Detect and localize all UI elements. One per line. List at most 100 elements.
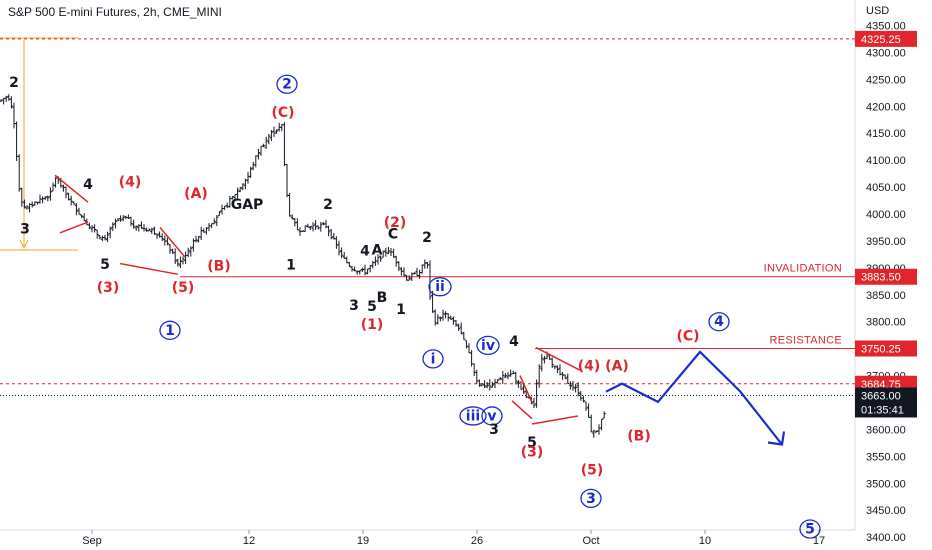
price-bar bbox=[561, 371, 565, 380]
price-bar bbox=[542, 355, 546, 364]
price-bar bbox=[207, 223, 211, 232]
price-bar bbox=[51, 182, 55, 192]
price-bar bbox=[423, 259, 427, 269]
price-bar bbox=[308, 225, 312, 231]
price-bar bbox=[503, 372, 507, 379]
time-tick: 12 bbox=[243, 535, 255, 547]
wave-label: ii bbox=[435, 279, 445, 295]
price-bar bbox=[256, 148, 260, 160]
price-bar bbox=[72, 201, 76, 205]
wave-label: (3) bbox=[97, 280, 120, 296]
price-bar bbox=[464, 340, 468, 349]
price-bar bbox=[189, 246, 193, 257]
price-axis[interactable]: 4350.00 4300.00 4250.00 4200.00 4150.00 4100.… bbox=[866, 21, 906, 550]
triangle-line bbox=[511, 400, 533, 420]
price-bar bbox=[488, 379, 492, 391]
time-axis[interactable]: Sep 12 19 26 Oct 10 17 bbox=[82, 530, 825, 547]
price-bar bbox=[366, 268, 370, 275]
projection-arrowhead bbox=[767, 431, 786, 446]
price-bar bbox=[74, 202, 78, 216]
price-bar bbox=[103, 234, 107, 241]
price-bar bbox=[77, 207, 81, 215]
price-bar bbox=[178, 256, 182, 269]
price-tick: 4000.00 bbox=[866, 209, 906, 221]
price-bar bbox=[506, 371, 510, 380]
wave-label: (4) bbox=[119, 175, 142, 191]
triangle-line bbox=[159, 226, 186, 258]
price-bar bbox=[498, 376, 502, 380]
price-bar bbox=[600, 418, 604, 431]
price-bar bbox=[493, 378, 497, 389]
price-bar bbox=[581, 395, 585, 403]
price-bar bbox=[555, 365, 559, 374]
triangle-patterns bbox=[54, 174, 581, 425]
price-bar bbox=[272, 126, 276, 138]
price-bar bbox=[394, 255, 398, 267]
price-bar bbox=[106, 231, 110, 243]
wave-circle bbox=[459, 406, 487, 426]
wave-label: 5 bbox=[805, 522, 815, 538]
wave-label: (A) bbox=[184, 186, 208, 202]
level-price-label: 3883.50 bbox=[861, 272, 901, 284]
price-tick: 3950.00 bbox=[866, 236, 906, 248]
time-tick: Sep bbox=[82, 535, 102, 547]
price-bar bbox=[475, 369, 479, 385]
price-bar bbox=[275, 129, 279, 134]
price-bar bbox=[480, 383, 484, 387]
price-bar bbox=[444, 311, 448, 319]
price-bar bbox=[446, 313, 450, 322]
triangle-line bbox=[59, 221, 89, 234]
price-bar bbox=[288, 193, 292, 217]
price-bar bbox=[129, 216, 133, 227]
price-bar bbox=[87, 222, 91, 230]
price-bar bbox=[171, 248, 175, 254]
wave-circle bbox=[422, 349, 444, 369]
price-bar bbox=[119, 215, 123, 222]
price-bar bbox=[350, 265, 354, 272]
price-tick: 4150.00 bbox=[866, 128, 906, 140]
price-bar bbox=[376, 254, 380, 265]
wave-label: (A) bbox=[605, 358, 629, 374]
price-bar bbox=[410, 272, 414, 282]
price-bar bbox=[176, 258, 180, 267]
price-bar bbox=[90, 225, 94, 233]
price-tags: 4325.253883.503750.253684.753663.0001:35… bbox=[855, 30, 917, 418]
price-bar bbox=[571, 381, 575, 391]
price-bar bbox=[402, 267, 406, 277]
wave-label: C bbox=[388, 226, 398, 242]
price-bar bbox=[454, 319, 458, 327]
price-bar bbox=[210, 223, 214, 229]
price-bar bbox=[267, 133, 271, 145]
price-bar bbox=[111, 222, 115, 232]
wave-label: GAP bbox=[231, 197, 264, 213]
price-bar bbox=[82, 213, 86, 222]
price-bar bbox=[467, 343, 471, 354]
wave-label: 4 bbox=[360, 244, 370, 260]
price-tick: 3550.00 bbox=[866, 451, 906, 463]
time-tick: 17 bbox=[813, 535, 825, 547]
wave-label: (C) bbox=[271, 105, 294, 121]
price-bar bbox=[217, 211, 221, 217]
price-tick: 3850.00 bbox=[866, 290, 906, 302]
price-bar bbox=[249, 166, 253, 178]
price-bar bbox=[587, 403, 591, 418]
price-bar bbox=[386, 246, 390, 255]
level-text: RESISTANCE bbox=[770, 335, 842, 347]
price-bar bbox=[568, 381, 572, 390]
price-bar bbox=[35, 201, 39, 205]
price-bar bbox=[98, 234, 102, 240]
price-bar bbox=[519, 381, 523, 390]
fib-arrow-head bbox=[19, 239, 29, 250]
price-bar bbox=[228, 195, 232, 208]
price-bar bbox=[20, 187, 24, 207]
price-bar bbox=[301, 230, 305, 233]
price-bar bbox=[80, 214, 84, 218]
price-bar bbox=[321, 222, 325, 226]
price-bar bbox=[516, 379, 520, 388]
price-bar bbox=[337, 240, 341, 256]
price-bar bbox=[269, 130, 273, 142]
price-bar bbox=[152, 226, 156, 235]
price-bar bbox=[295, 218, 299, 231]
price-bar bbox=[134, 225, 138, 231]
last-price-label: 3663.00 bbox=[861, 390, 901, 402]
